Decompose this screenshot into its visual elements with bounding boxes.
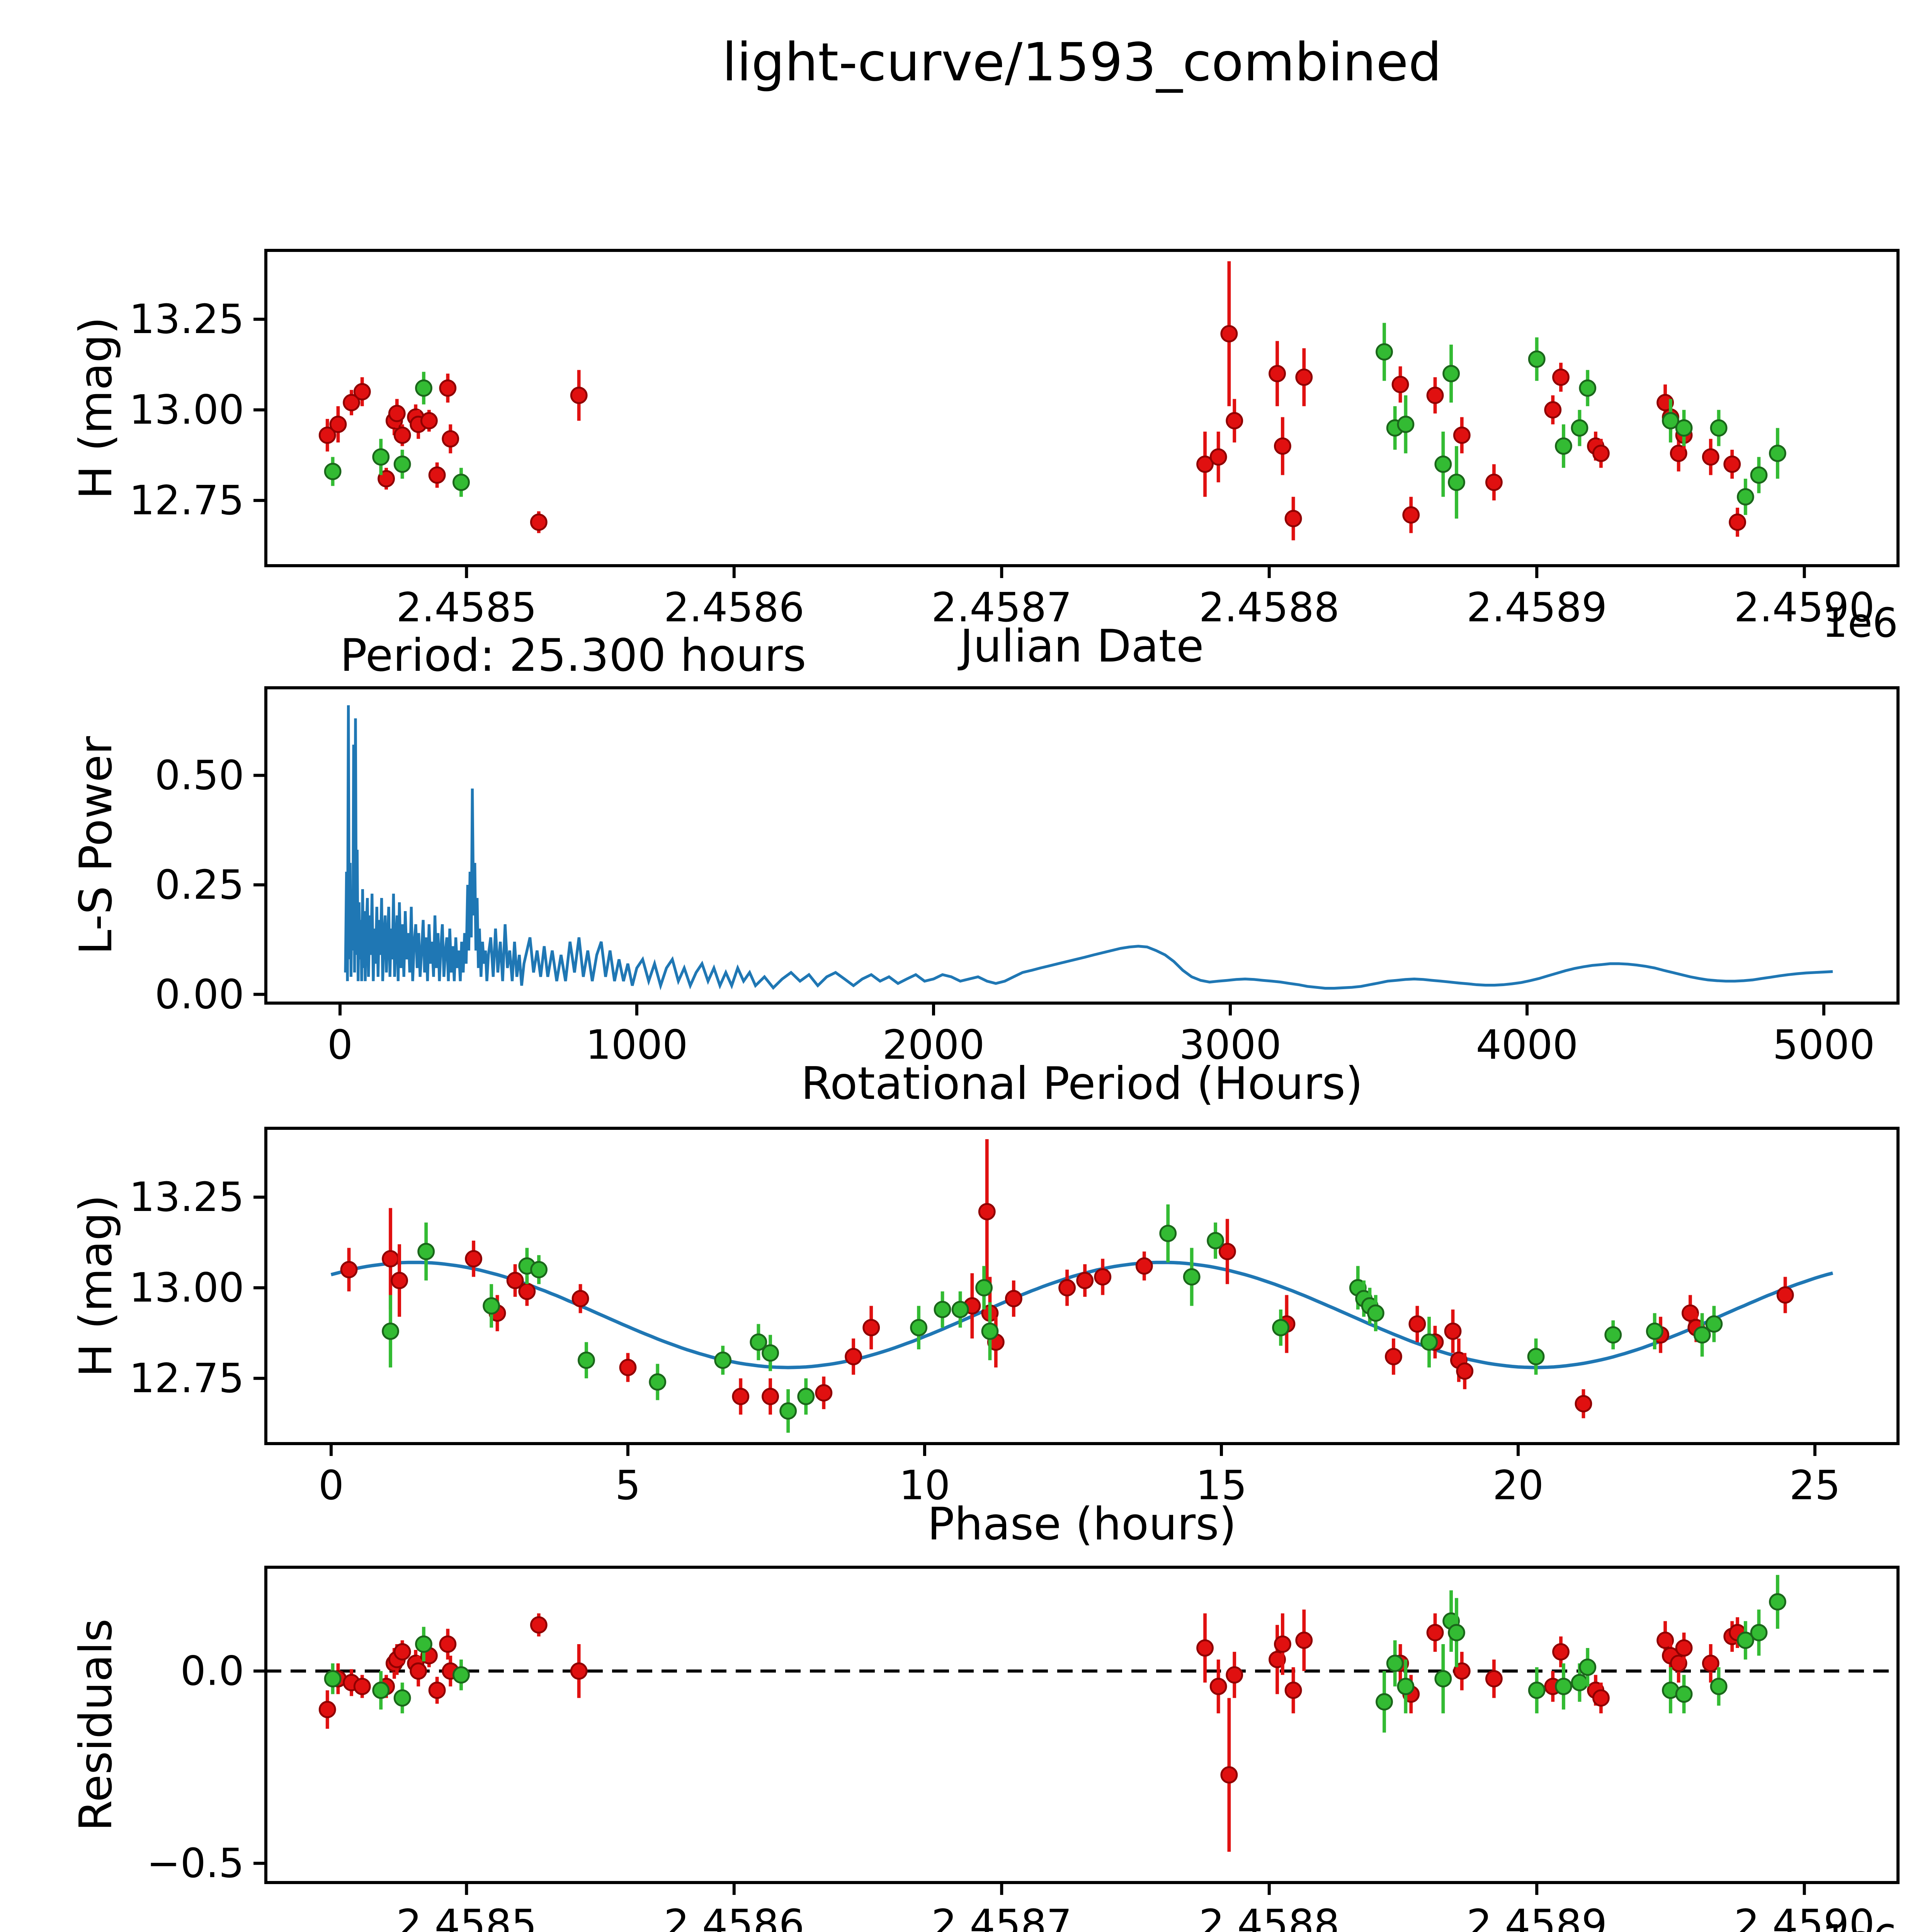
residuals-x-offset-label: 1e6 (1822, 1916, 1898, 1932)
lightcurve-xlabel: Julian Date (958, 620, 1204, 672)
periodogram-xtick-label: 5000 (1773, 1021, 1875, 1068)
lightcurve-xtick-label: 2.4589 (1466, 584, 1607, 631)
phase-ylabel: H (mag) (70, 1195, 122, 1377)
periodogram-axes-frame (264, 686, 1900, 1005)
residuals-xtick-label: 2.4586 (664, 1901, 804, 1932)
lightcurve-ytick-label: 12.75 (129, 477, 244, 524)
phase-xtick-label: 10 (899, 1462, 950, 1509)
phase-axes-frame (264, 1127, 1900, 1445)
periodogram-ylabel: L-S Power (70, 736, 122, 955)
phase-xtick-label: 15 (1196, 1462, 1247, 1509)
phase-xlabel: Phase (hours) (927, 1498, 1236, 1550)
phase-ytick-label: 12.75 (129, 1355, 244, 1402)
residuals-ylabel: Residuals (70, 1619, 122, 1831)
periodogram-xtick-label: 2000 (883, 1021, 985, 1068)
panel-residuals: 2.4585 2.4586 2.4587 2.4588 2.4589 2.4590 0.0 −… (146, 1566, 1900, 1932)
residuals-xtick-label: 2.4588 (1199, 1901, 1340, 1932)
phase-ytick-label: 13.00 (129, 1264, 244, 1311)
periodogram-xtick-label: 1000 (586, 1021, 688, 1068)
lightcurve-ytick-label: 13.25 (129, 296, 244, 343)
periodogram-ytick-label: 0.25 (155, 861, 244, 908)
periodogram-line (344, 705, 1833, 991)
phase-xtick-label: 20 (1493, 1462, 1544, 1509)
lightcurve-x-offset-label: 1e6 (1822, 599, 1898, 646)
phase-series-green (382, 1204, 1723, 1433)
residuals-xtick-label: 2.4590 (1734, 1901, 1875, 1932)
figure-title: light-curve/1593_combined (722, 32, 1442, 93)
lightcurve-xtick-label: 2.4590 (1734, 584, 1875, 631)
residuals-ytick-label: 0.0 (180, 1648, 244, 1695)
panel-periodogram: 0 1000 2000 3000 4000 5000 0.00 0.25 0.50 (155, 686, 1900, 1068)
lightcurve-xtick-label: 2.4585 (396, 584, 537, 631)
periodogram-xlabel: Rotational Period (Hours) (801, 1058, 1363, 1110)
periodogram-xtick-label: 3000 (1179, 1021, 1282, 1068)
lightcurve-xtick-label: 2.4588 (1199, 584, 1340, 631)
lightcurve-series-green (324, 323, 1786, 519)
lightcurve-ytick-label: 13.00 (129, 386, 244, 434)
residuals-xtick-label: 2.4589 (1466, 1901, 1607, 1932)
period-annotation: Period: 25.300 hours (340, 629, 806, 682)
periodogram-ytick-label: 0.50 (155, 752, 244, 799)
residuals-series-red (318, 1609, 1746, 1852)
lightcurve-ylabel: H (mag) (70, 317, 122, 499)
residuals-ytick-label: −0.5 (146, 1840, 244, 1887)
lightcurve-xtick-label: 2.4586 (664, 584, 804, 631)
phase-xtick-label: 25 (1789, 1462, 1840, 1509)
phase-ytick-label: 13.25 (129, 1173, 244, 1221)
phase-xtick-label: 0 (318, 1462, 344, 1509)
residuals-xtick-label: 2.4585 (396, 1901, 537, 1932)
periodogram-xtick-label: 4000 (1476, 1021, 1578, 1068)
periodogram-xtick-label: 0 (327, 1021, 353, 1068)
residuals-axes-frame (264, 1566, 1900, 1884)
residuals-series-green (324, 1575, 1786, 1733)
lightcurve-xtick-label: 2.4587 (931, 584, 1072, 631)
panel-phase: 0 5 10 15 20 25 12.75 13.00 13.25 (129, 1127, 1900, 1509)
residuals-xtick-label: 2.4587 (931, 1901, 1072, 1932)
phase-xtick-label: 5 (615, 1462, 641, 1509)
panel-lightcurve: 2.4585 2.4586 2.4587 2.4588 2.4589 2.4590 12.7… (129, 249, 1900, 631)
lightcurve-axes-frame (264, 249, 1900, 567)
periodogram-ytick-label: 0.00 (155, 971, 244, 1018)
